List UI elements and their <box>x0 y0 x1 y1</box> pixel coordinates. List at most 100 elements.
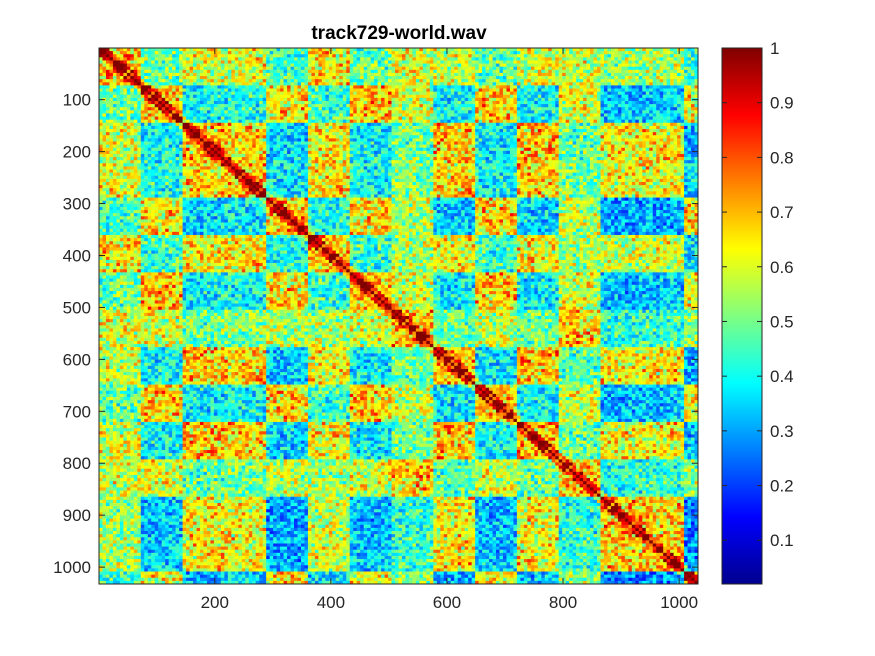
heatmap-cell <box>399 132 403 136</box>
heatmap-cell <box>618 82 622 86</box>
heatmap-cell <box>162 126 166 130</box>
heatmap-cell <box>134 54 138 58</box>
heatmap-cell <box>684 85 688 89</box>
heatmap-cell <box>691 123 695 127</box>
heatmap-cell <box>587 110 591 114</box>
heatmap-cell <box>569 101 573 105</box>
heatmap-cell <box>639 98 643 102</box>
heatmap-cell <box>447 73 451 77</box>
heatmap-cell <box>148 48 152 52</box>
heatmap-cell <box>479 51 483 55</box>
heatmap-cell <box>148 73 152 77</box>
heatmap-cell <box>433 82 437 86</box>
heatmap-cell <box>301 129 305 133</box>
heatmap-cell <box>590 79 594 83</box>
heatmap-cell <box>447 92 451 96</box>
heatmap-cell <box>628 54 632 58</box>
heatmap-cell <box>130 60 134 64</box>
heatmap-cell <box>468 51 472 55</box>
heatmap-cell <box>489 126 493 130</box>
heatmap-cell <box>472 135 476 139</box>
heatmap-cell <box>193 54 197 58</box>
heatmap-cell <box>179 64 183 68</box>
heatmap-cell <box>670 110 674 114</box>
heatmap-cell <box>573 104 577 108</box>
heatmap-cell <box>611 98 615 102</box>
heatmap-cell <box>618 129 622 133</box>
heatmap-cell <box>266 51 270 55</box>
heatmap-cell <box>562 110 566 114</box>
heatmap-cell <box>284 79 288 83</box>
heatmap-cell <box>325 73 329 77</box>
heatmap-cell <box>534 104 538 108</box>
heatmap-cell <box>322 123 326 127</box>
heatmap-cell <box>670 101 674 105</box>
heatmap-cell <box>552 89 556 93</box>
heatmap-cell <box>214 92 218 96</box>
heatmap-cell <box>569 57 573 61</box>
heatmap-cell <box>266 132 270 136</box>
heatmap-cell <box>228 126 232 130</box>
heatmap-cell <box>562 98 566 102</box>
heatmap-cell <box>148 117 152 121</box>
heatmap-cell <box>311 54 315 58</box>
heatmap-cell <box>162 107 166 111</box>
heatmap-cell <box>503 51 507 55</box>
heatmap-cell <box>465 82 469 86</box>
heatmap-cell <box>531 113 535 117</box>
heatmap-cell <box>625 51 629 55</box>
heatmap-cell <box>663 67 667 71</box>
heatmap-cell <box>688 79 692 83</box>
heatmap-cell <box>580 110 584 114</box>
heatmap-cell <box>273 64 277 68</box>
heatmap-cell <box>499 70 503 74</box>
heatmap-cell <box>688 60 692 64</box>
heatmap-cell <box>144 79 148 83</box>
heatmap-cell <box>625 95 629 99</box>
heatmap-cell <box>506 82 510 86</box>
heatmap-cell <box>419 135 423 139</box>
heatmap-cell <box>468 132 472 136</box>
heatmap-cell <box>479 117 483 121</box>
heatmap-cell <box>259 76 263 80</box>
heatmap-cell <box>144 70 148 74</box>
heatmap-cell <box>426 123 430 127</box>
heatmap-cell <box>465 117 469 121</box>
heatmap-cell <box>520 104 524 108</box>
heatmap-cell <box>468 123 472 127</box>
heatmap-cell <box>677 120 681 124</box>
heatmap-cell <box>475 57 479 61</box>
heatmap-cell <box>364 98 368 102</box>
heatmap-cell <box>423 76 427 80</box>
heatmap-cell <box>210 120 214 124</box>
heatmap-cell <box>325 132 329 136</box>
heatmap-cell <box>451 117 455 121</box>
heatmap-cell <box>451 120 455 124</box>
heatmap-cell <box>468 92 472 96</box>
heatmap-cell <box>454 51 458 55</box>
heatmap-cell <box>611 51 615 55</box>
heatmap-cell <box>179 107 183 111</box>
heatmap-cell <box>677 113 681 117</box>
heatmap-cell <box>291 76 295 80</box>
heatmap-cell <box>513 48 517 52</box>
heatmap-cell <box>284 73 288 77</box>
heatmap-cell <box>576 57 580 61</box>
heatmap-cell <box>506 95 510 99</box>
heatmap-cell <box>600 120 604 124</box>
heatmap-cell <box>332 82 336 86</box>
heatmap-cell <box>576 51 580 55</box>
heatmap-cell <box>360 60 364 64</box>
heatmap-cell <box>587 60 591 64</box>
heatmap-cell <box>231 51 235 55</box>
heatmap-cell <box>395 132 399 136</box>
heatmap-cell <box>653 85 657 89</box>
heatmap-cell <box>433 117 437 121</box>
heatmap-cell <box>200 85 204 89</box>
heatmap-cell <box>688 135 692 139</box>
heatmap-cell <box>667 60 671 64</box>
heatmap-cell <box>277 60 281 64</box>
heatmap-cell <box>419 67 423 71</box>
heatmap-cell <box>325 101 329 105</box>
heatmap-cell <box>649 98 653 102</box>
